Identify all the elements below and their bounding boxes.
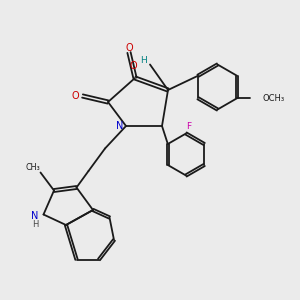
Text: H: H [32,220,38,229]
Text: N: N [116,121,123,131]
Text: F: F [186,122,191,131]
Text: O: O [125,43,133,53]
Text: O: O [71,91,79,101]
Text: H: H [140,56,147,65]
Text: OCH₃: OCH₃ [262,94,285,103]
Text: N: N [31,211,38,221]
Text: O: O [130,61,137,71]
Text: CH₃: CH₃ [26,163,40,172]
